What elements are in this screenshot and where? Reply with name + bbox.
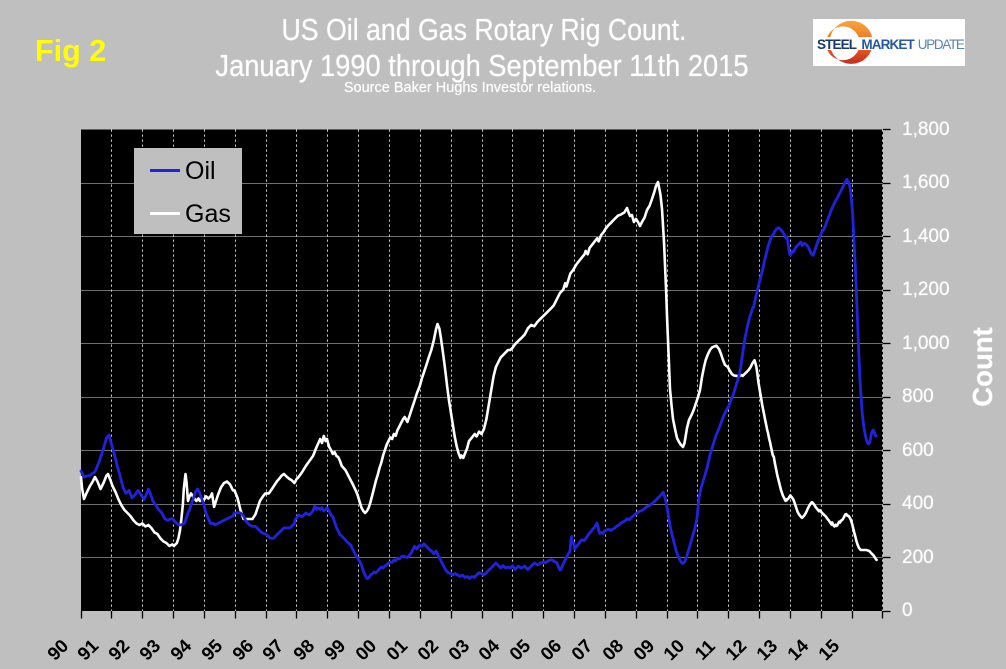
svg-text:MARKET: MARKET	[861, 37, 915, 52]
svg-text:STEEL: STEEL	[817, 37, 857, 52]
svg-text:UPDATE: UPDATE	[918, 37, 965, 52]
